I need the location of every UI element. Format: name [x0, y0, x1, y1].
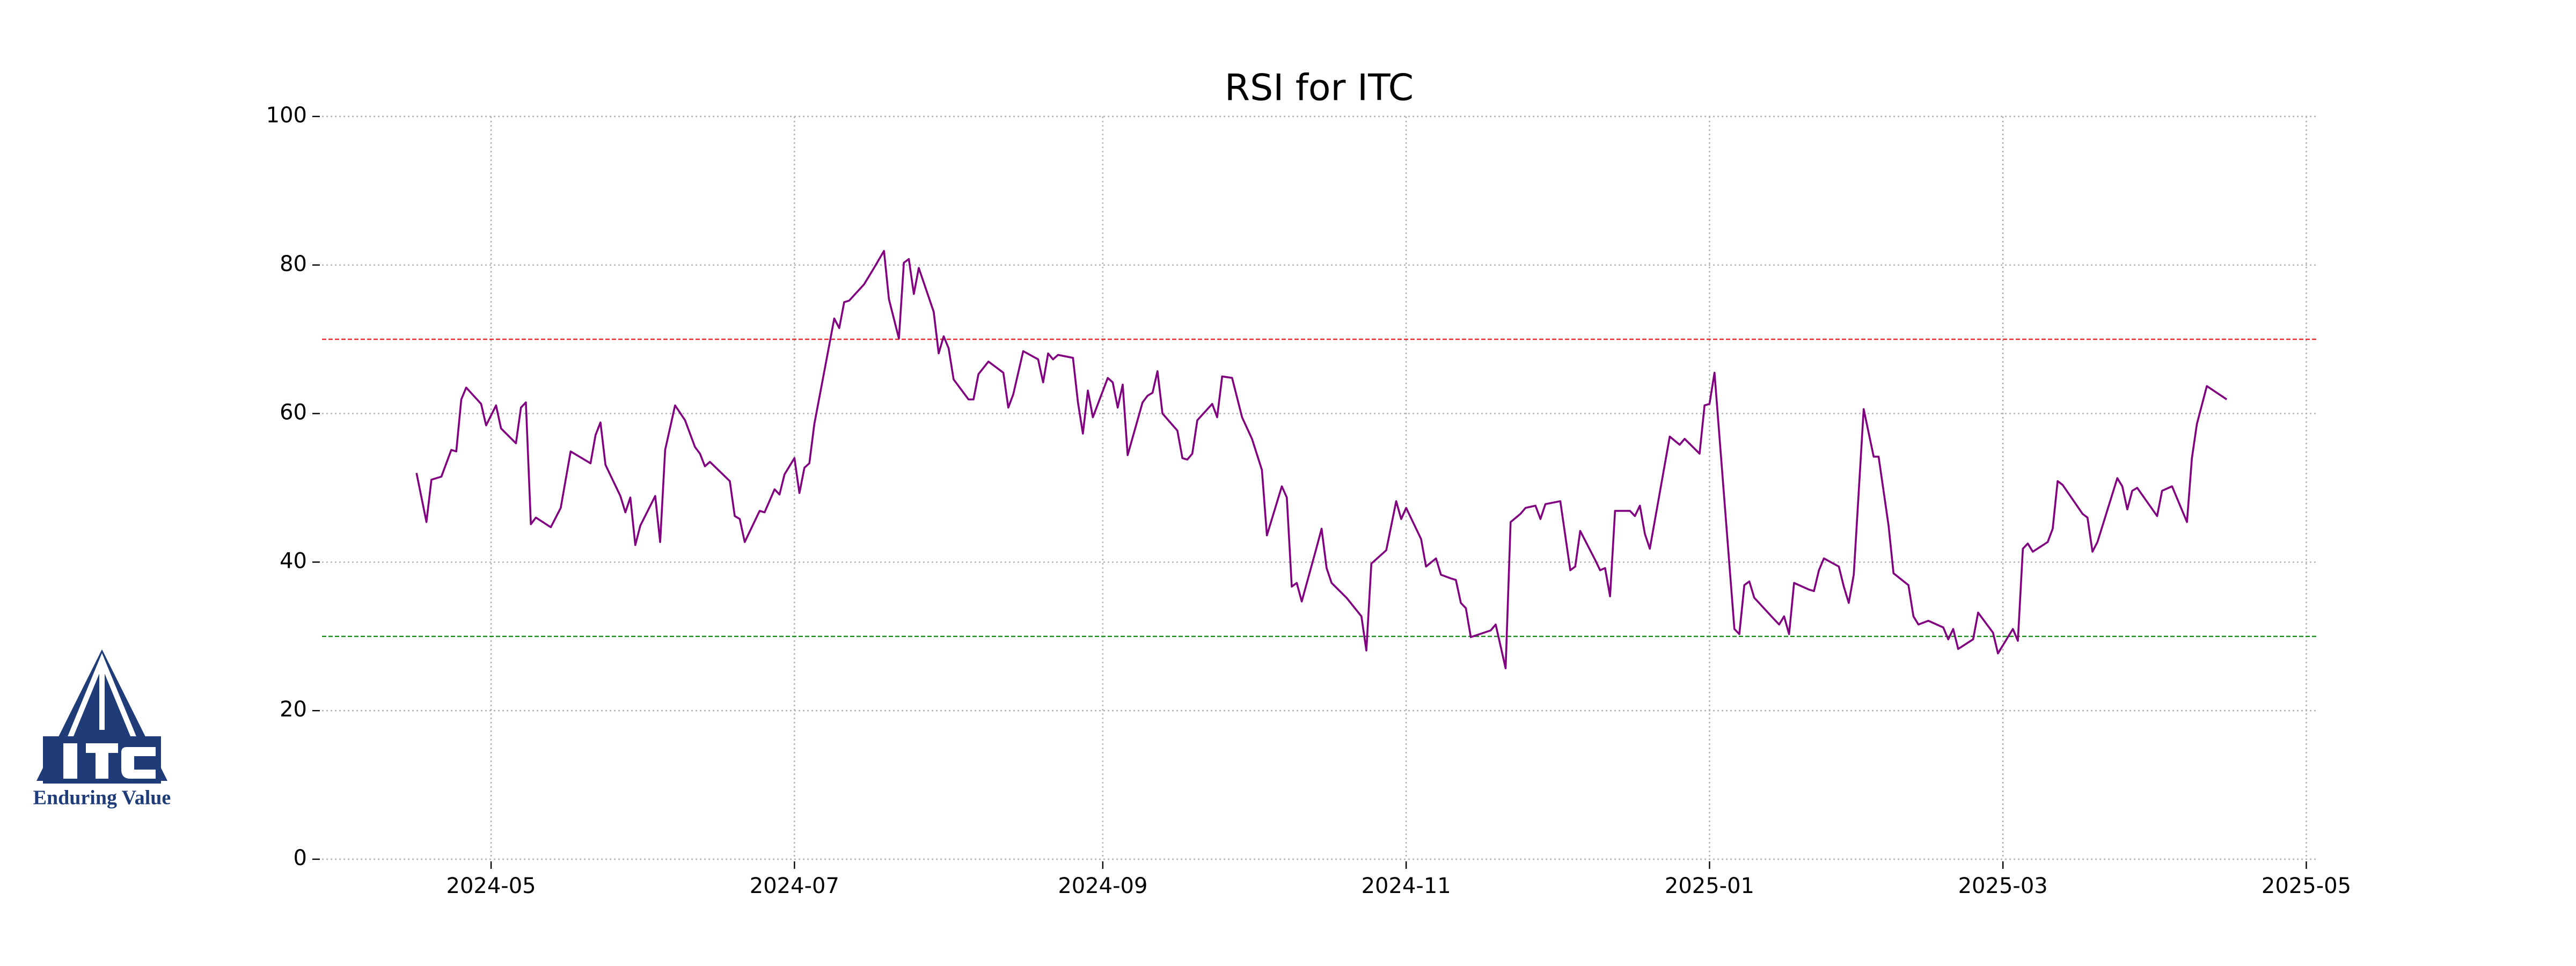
- x-tick-label: 2025-01: [1665, 874, 1754, 898]
- y-tick-label: 80: [280, 252, 307, 276]
- x-tick-label: 2025-03: [1958, 874, 2048, 898]
- logo-caption: Enduring Value: [33, 787, 171, 809]
- y-tick-label: 0: [294, 846, 307, 870]
- y-tick-label: 60: [280, 400, 307, 425]
- x-tick-label: 2025-05: [2262, 874, 2351, 898]
- logo-letter: [96, 743, 108, 779]
- x-tick-label: 2024-07: [750, 874, 839, 898]
- chart-title: RSI for ITC: [1225, 67, 1414, 109]
- logo-letter: [63, 743, 77, 779]
- x-tick-label: 2024-09: [1058, 874, 1147, 898]
- logo-letter: [121, 747, 156, 779]
- x-tick-label: 2024-05: [447, 874, 536, 898]
- y-tick-label: 40: [280, 548, 307, 573]
- y-tick-label: 100: [266, 103, 307, 128]
- y-tick-label: 20: [280, 697, 307, 722]
- logo: [36, 649, 167, 784]
- rsi-line: [415, 250, 2228, 670]
- x-tick-label: 2024-11: [1362, 874, 1451, 898]
